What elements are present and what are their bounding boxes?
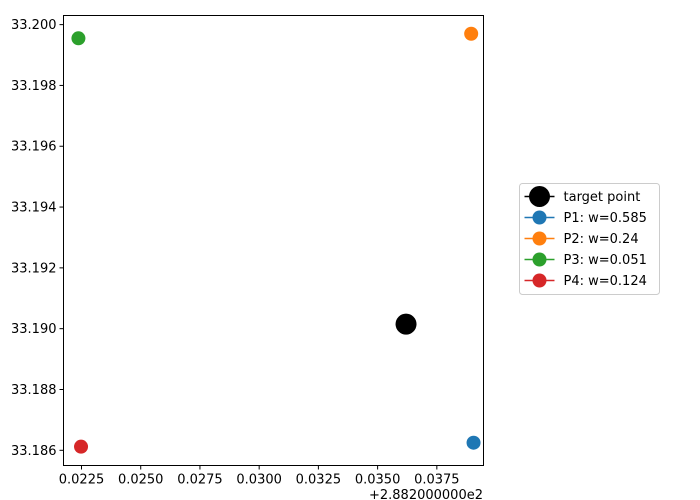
x-tick-label: 0.0375	[414, 473, 460, 488]
legend-label: P1: w=0.585	[564, 211, 647, 226]
legend-marker	[532, 273, 547, 288]
legend-label: target point	[564, 190, 641, 205]
legend-marker	[532, 231, 547, 246]
data-point	[74, 439, 89, 454]
x-tick-label: 0.0325	[296, 473, 342, 488]
legend-label: P2: w=0.24	[564, 232, 639, 247]
y-tick-label: 33.198	[11, 79, 57, 94]
x-axis-offset-label: +2.882000000e2	[369, 488, 483, 500]
y-tick-label: 33.190	[11, 322, 57, 337]
legend: target point P1: w=0.585 P2: w=0.24 P3: w=0…	[519, 183, 660, 295]
legend-frame	[519, 183, 660, 295]
legend-marker	[532, 210, 547, 225]
y-tick-label: 33.196	[11, 140, 57, 155]
data-point	[395, 313, 417, 335]
data-point	[466, 435, 481, 450]
legend-marker	[529, 186, 550, 207]
y-axis-ticks: 33.186 33.188 33.190 33.192 33.194 33.196 33.1…	[11, 18, 64, 459]
legend-label: P3: w=0.051	[564, 253, 647, 268]
x-tick-label: 0.0350	[355, 473, 401, 488]
x-tick-label: 0.0275	[177, 473, 223, 488]
x-tick-label: 0.0300	[236, 473, 282, 488]
y-tick-label: 33.186	[11, 444, 57, 459]
legend-marker	[532, 252, 547, 267]
x-tick-label: 0.0225	[59, 473, 105, 488]
data-points	[71, 26, 481, 454]
y-tick-label: 33.194	[11, 201, 57, 216]
x-axis-ticks: 0.0225 0.0250 0.0275 0.0300 0.0325 0.0350 0.03…	[59, 465, 460, 488]
y-tick-label: 33.188	[11, 383, 57, 398]
plot-frame	[63, 15, 484, 466]
y-tick-label: 33.200	[11, 18, 57, 33]
x-tick-label: 0.0250	[118, 473, 164, 488]
data-point	[71, 31, 86, 46]
legend-label: P4: w=0.124	[564, 274, 647, 289]
data-point	[464, 26, 479, 41]
y-tick-label: 33.192	[11, 261, 57, 276]
